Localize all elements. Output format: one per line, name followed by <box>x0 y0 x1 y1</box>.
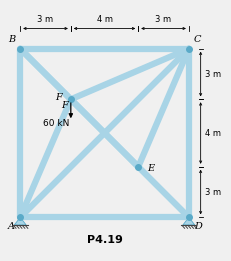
Text: P4.19: P4.19 <box>87 235 122 245</box>
Text: E: E <box>148 164 155 173</box>
Text: F: F <box>55 93 61 102</box>
Text: F: F <box>61 101 68 110</box>
Text: D: D <box>194 222 202 232</box>
Text: 4 m: 4 m <box>97 15 112 24</box>
Text: A: A <box>8 222 15 232</box>
Polygon shape <box>14 217 26 225</box>
Text: 3 m: 3 m <box>155 15 172 24</box>
Text: 4 m: 4 m <box>205 128 221 138</box>
Text: B: B <box>8 35 15 44</box>
Text: 3 m: 3 m <box>205 188 222 197</box>
Text: 60 kN: 60 kN <box>43 119 70 128</box>
Text: 3 m: 3 m <box>37 15 54 24</box>
Text: 3 m: 3 m <box>205 69 222 79</box>
Text: C: C <box>194 35 201 44</box>
Polygon shape <box>183 217 195 225</box>
